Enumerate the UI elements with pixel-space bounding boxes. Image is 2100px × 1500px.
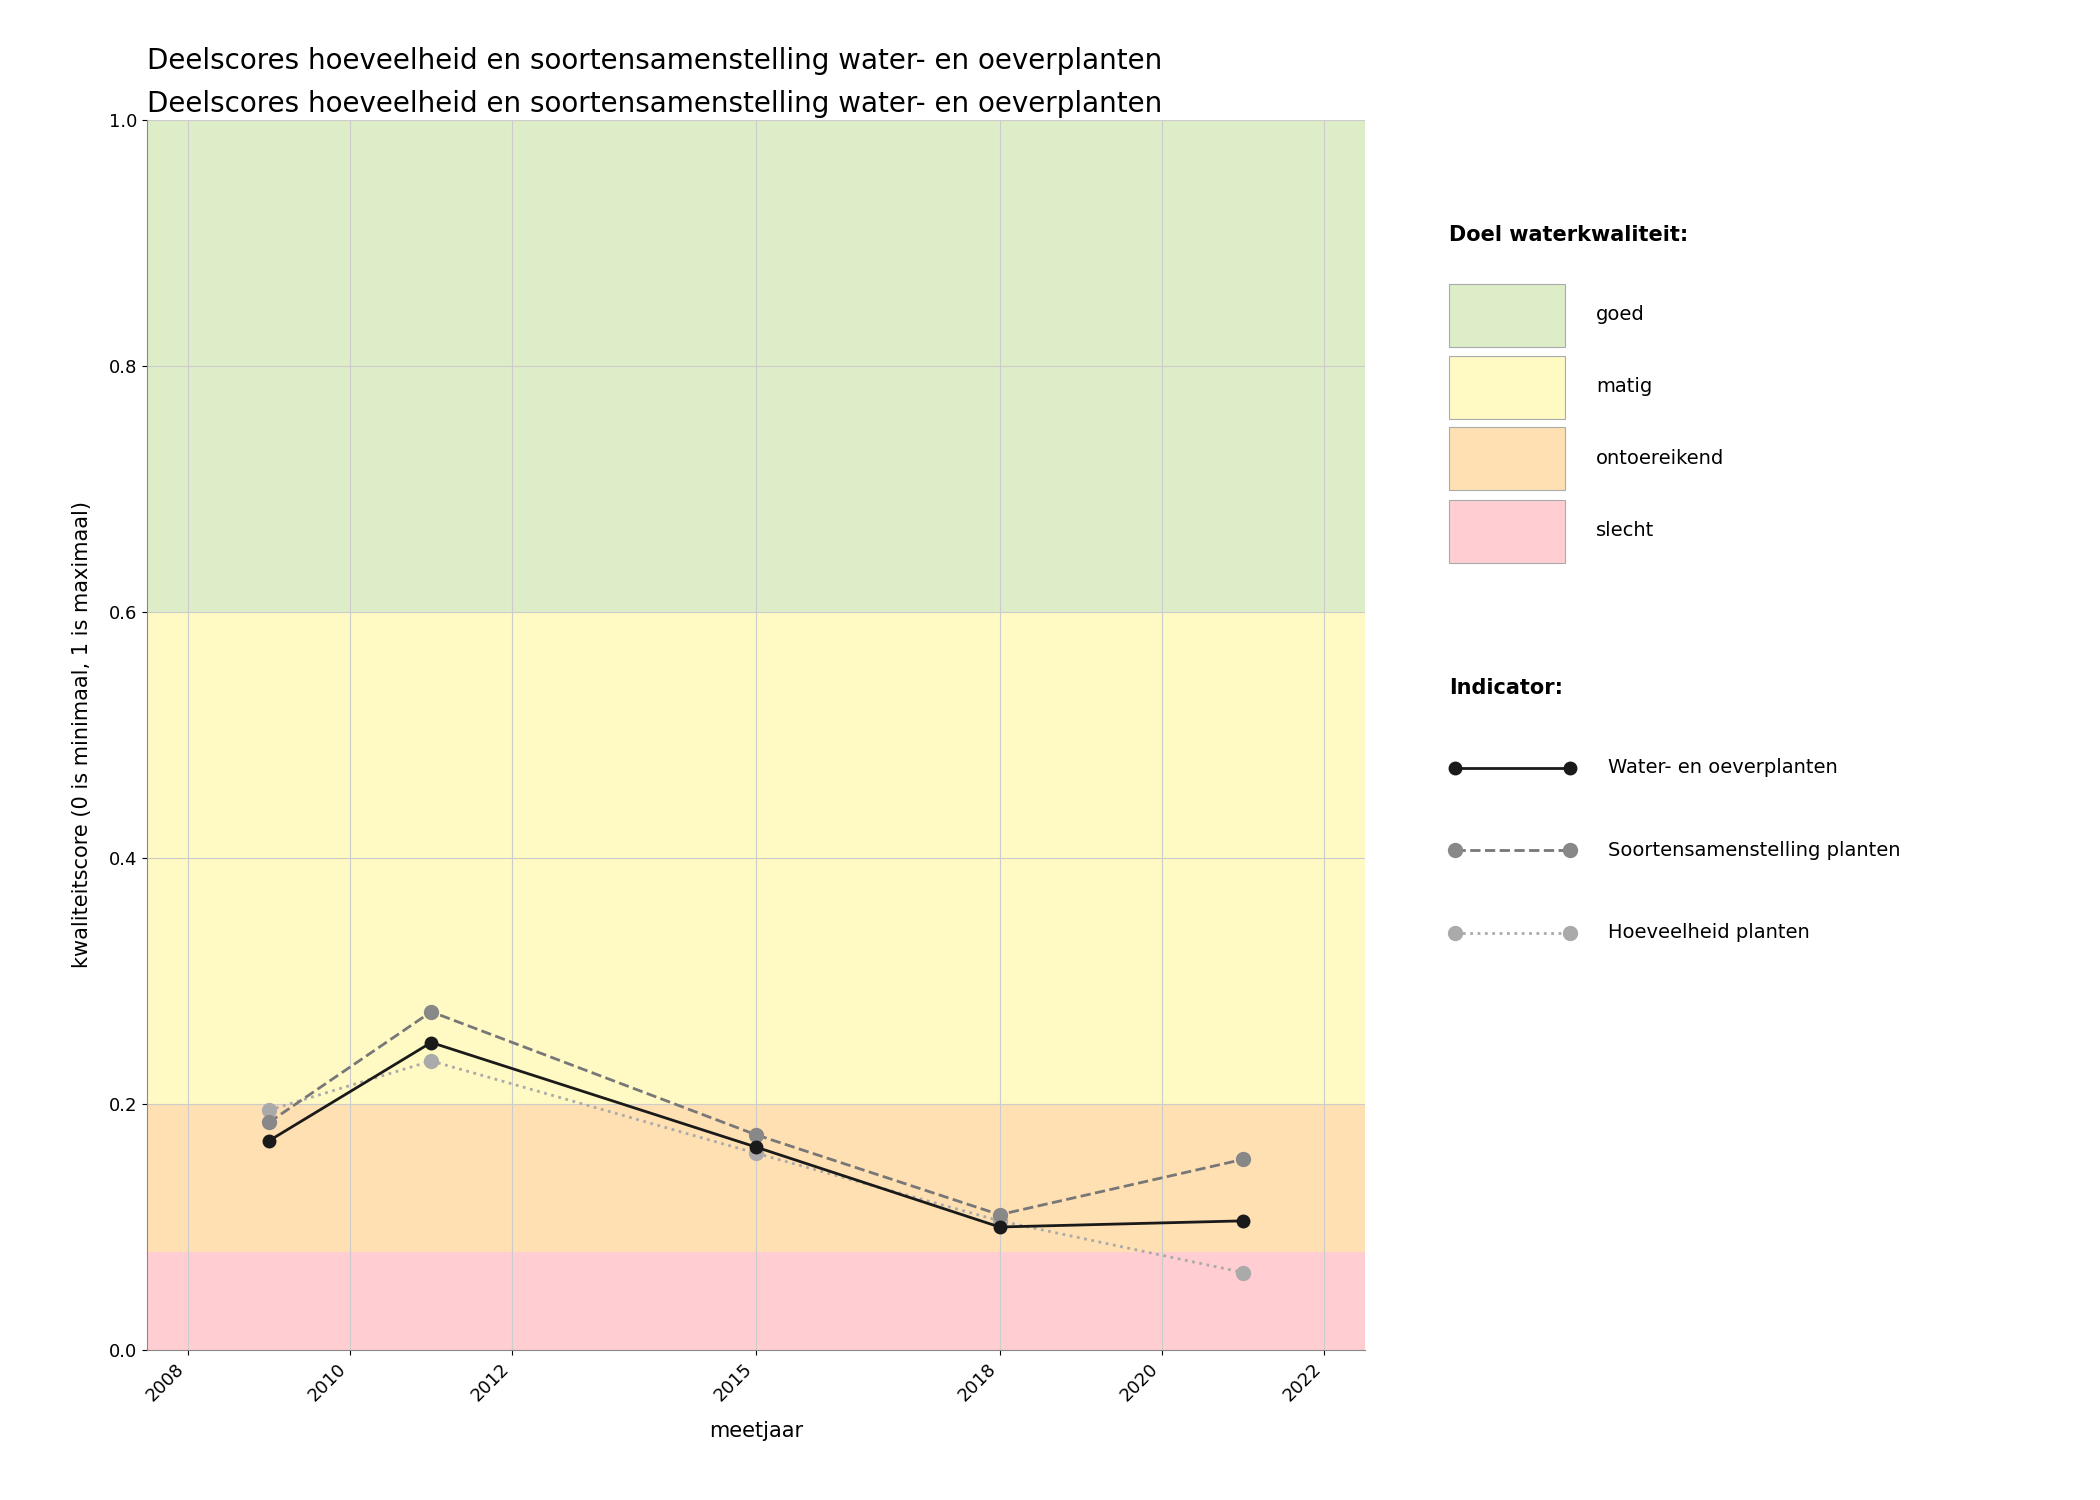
Text: slecht: slecht xyxy=(1596,522,1655,540)
Text: Deelscores hoeveelheid en soortensamenstelling water- en oeverplanten: Deelscores hoeveelheid en soortensamenst… xyxy=(147,46,1161,75)
Text: Soortensamenstelling planten: Soortensamenstelling planten xyxy=(1609,842,1901,860)
Bar xyxy=(147,1251,1365,1350)
Text: Hoeveelheid planten: Hoeveelheid planten xyxy=(1609,924,1810,942)
X-axis label: meetjaar: meetjaar xyxy=(710,1422,802,1442)
Bar xyxy=(147,612,1365,1104)
Text: ontoereikend: ontoereikend xyxy=(1596,450,1724,468)
Y-axis label: kwaliteitscore (0 is minimaal, 1 is maximaal): kwaliteitscore (0 is minimaal, 1 is maxi… xyxy=(71,501,92,969)
Bar xyxy=(147,1104,1365,1251)
Text: matig: matig xyxy=(1596,378,1653,396)
Text: Deelscores hoeveelheid en soortensamenstelling water- en oeverplanten: Deelscores hoeveelheid en soortensamenst… xyxy=(147,90,1161,117)
Text: Water- en oeverplanten: Water- en oeverplanten xyxy=(1609,759,1838,777)
Text: Indicator:: Indicator: xyxy=(1449,678,1562,698)
Bar xyxy=(147,120,1365,612)
Text: Doel waterkwaliteit:: Doel waterkwaliteit: xyxy=(1449,225,1688,245)
Text: goed: goed xyxy=(1596,306,1644,324)
